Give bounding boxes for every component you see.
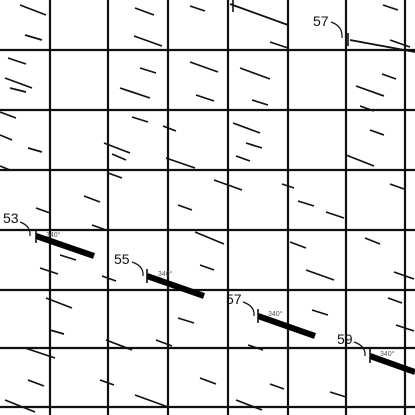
hatch-mark xyxy=(235,155,251,162)
hatch-marks xyxy=(0,4,415,413)
segment-label-53: 53 xyxy=(3,210,19,226)
hatch-mark xyxy=(381,73,397,80)
label-leader xyxy=(131,261,144,277)
hatch-mark xyxy=(105,339,133,351)
thin-route: 57 xyxy=(229,0,415,53)
hatch-mark xyxy=(177,317,195,324)
hatch-mark xyxy=(199,377,217,385)
hatch-mark xyxy=(0,134,13,141)
hatch-mark xyxy=(189,5,206,12)
bold-segment xyxy=(146,273,205,299)
hatch-mark xyxy=(4,399,36,413)
route-label-57-top: 57 xyxy=(313,13,329,29)
hatch-mark xyxy=(389,183,405,190)
hatch-mark xyxy=(19,4,47,16)
hatch-mark xyxy=(194,231,225,245)
hatch-mark xyxy=(325,211,345,219)
hatch-mark xyxy=(213,179,243,191)
segment-label-59: 59 xyxy=(337,331,353,347)
label-leader xyxy=(19,221,31,237)
hatch-mark xyxy=(91,224,107,231)
hatch-mark xyxy=(297,200,315,207)
hatch-mark xyxy=(49,329,65,335)
segment-53: 53 340° xyxy=(3,210,95,259)
degree-label: 340° xyxy=(158,270,173,278)
hatch-mark xyxy=(247,344,264,351)
hatch-mark xyxy=(139,67,157,74)
segment-59: 59 340° xyxy=(337,331,415,375)
bold-segment xyxy=(368,353,415,375)
hatch-mark xyxy=(251,99,269,106)
bold-segment xyxy=(257,313,316,339)
hatch-mark xyxy=(369,129,385,136)
hatch-mark xyxy=(245,142,263,149)
hatch-mark xyxy=(395,324,415,332)
hatch-mark xyxy=(281,183,295,189)
hatch-mark xyxy=(311,309,329,316)
bold-segment xyxy=(35,233,95,259)
hatch-mark xyxy=(269,41,289,49)
segment-57: 57 340° xyxy=(226,291,316,339)
hatch-mark xyxy=(382,4,399,11)
hatch-mark xyxy=(195,94,215,102)
hatch-mark xyxy=(177,204,193,211)
hatch-mark xyxy=(329,391,347,398)
hatch-mark xyxy=(24,347,56,359)
hatch-mark xyxy=(45,297,73,309)
hatch-mark xyxy=(59,254,77,261)
hatch-mark xyxy=(101,275,117,282)
hatch-mark xyxy=(0,165,11,171)
label-leader xyxy=(330,21,343,39)
hatch-mark xyxy=(232,122,261,134)
hatch-mark xyxy=(165,157,196,169)
hatch-mark xyxy=(134,394,169,408)
hatch-mark xyxy=(35,207,51,214)
segment-label-57: 57 xyxy=(226,291,242,307)
hatch-mark xyxy=(289,241,307,249)
hatch-mark xyxy=(235,399,263,411)
hatch-mark xyxy=(4,77,33,89)
hatch-mark xyxy=(189,61,219,73)
hatch-mark xyxy=(387,297,403,304)
hatch-mark xyxy=(305,269,335,281)
degree-label: 340° xyxy=(46,231,61,239)
hatch-mark xyxy=(99,379,115,386)
hatch-mark xyxy=(24,34,43,41)
hatch-mark xyxy=(133,35,163,47)
degree-label: 340° xyxy=(268,310,283,318)
segment-label-55: 55 xyxy=(114,251,130,267)
route-line xyxy=(229,3,289,26)
hatch-mark xyxy=(134,7,155,16)
hatch-mark xyxy=(345,154,375,167)
hatch-mark xyxy=(364,237,381,245)
hatch-mark xyxy=(131,116,149,123)
hatch-mark xyxy=(111,153,127,161)
hatch-mark xyxy=(393,271,415,280)
hatch-mark xyxy=(7,57,27,65)
hatch-mark xyxy=(103,142,131,154)
hatch-mark xyxy=(27,379,45,387)
hatch-mark xyxy=(27,147,43,153)
hatch-mark xyxy=(9,87,27,93)
hatch-mark xyxy=(355,85,385,97)
segment-55: 55 340° xyxy=(114,251,205,299)
hatch-mark xyxy=(83,195,101,203)
hatch-mark xyxy=(389,39,411,48)
hatch-mark xyxy=(119,87,151,99)
route-line xyxy=(349,39,415,53)
hatch-mark xyxy=(199,264,215,271)
degree-label: 340° xyxy=(380,350,395,358)
hatch-mark xyxy=(155,339,173,347)
hatch-mark xyxy=(359,105,375,112)
hatch-mark xyxy=(0,111,17,119)
hatch-mark xyxy=(239,67,271,80)
hatch-mark xyxy=(107,172,123,179)
label-leader xyxy=(242,301,255,317)
label-leader xyxy=(353,341,366,357)
hatch-mark xyxy=(269,383,285,390)
hatch-mark xyxy=(39,267,59,275)
hatch-mark xyxy=(162,125,177,132)
